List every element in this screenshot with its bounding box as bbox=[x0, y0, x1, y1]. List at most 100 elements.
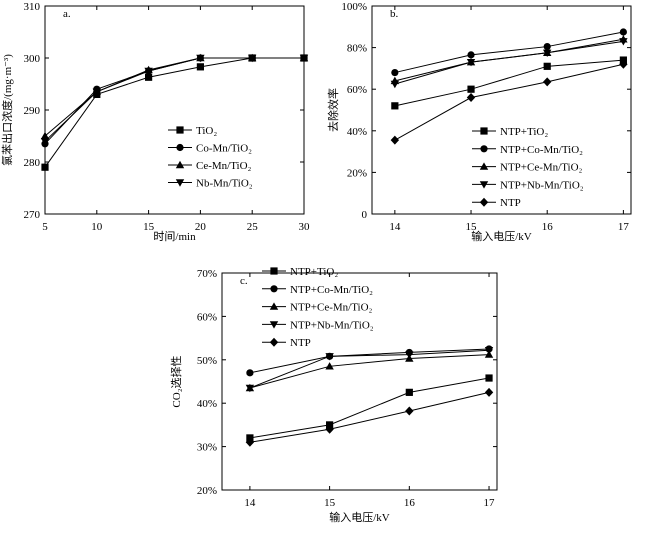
legend-marker bbox=[479, 197, 489, 207]
legend-marker bbox=[176, 143, 184, 152]
y-tick-label: 50% bbox=[197, 355, 217, 367]
data-point bbox=[390, 135, 400, 145]
legend-entry: NTP+Ce-Mn/TiO₂ bbox=[290, 302, 373, 314]
data-point bbox=[145, 73, 153, 81]
series-0 bbox=[41, 54, 308, 171]
y-tick-label: 100% bbox=[341, 1, 367, 13]
series-0 bbox=[391, 56, 627, 110]
data-point bbox=[325, 362, 334, 370]
data-point bbox=[405, 351, 414, 359]
legend-marker bbox=[269, 321, 279, 329]
series-line bbox=[394, 40, 624, 85]
series-line bbox=[249, 377, 490, 439]
x-tick-label: 25 bbox=[247, 221, 259, 233]
legend: TiO₂ Co-Mn/TiO₂ Ce-Mn/TiO₂ Nb-Mn/TiO₂ bbox=[168, 125, 253, 190]
data-point bbox=[543, 62, 551, 70]
legend-entry: NTP+Nb-Mn/TiO₂ bbox=[290, 319, 374, 331]
x-axis-label: 输入电压/kV bbox=[471, 229, 532, 243]
chart-panel-c: c. 20% 30% 40% 50% 60% 70% 14 15 16 17 输入电压/kV CO₂选择… bbox=[169, 266, 498, 524]
data-point bbox=[466, 93, 476, 103]
legend-marker bbox=[480, 145, 488, 153]
data-point bbox=[405, 406, 414, 416]
data-point bbox=[543, 42, 551, 51]
x-tick-label: 17 bbox=[484, 497, 496, 509]
x-tick-label: 16 bbox=[404, 497, 416, 509]
x-tick-label: 20 bbox=[195, 221, 207, 233]
panel-label: b. bbox=[390, 8, 399, 20]
data-point bbox=[484, 347, 494, 355]
data-point bbox=[484, 387, 494, 397]
x-tick-label: 14 bbox=[244, 497, 256, 509]
data-point bbox=[248, 54, 257, 63]
series-1 bbox=[41, 54, 308, 148]
chart-panel-a: a. 270 280 290 300 310 5 10 15 20 25 30 时间/min 氯苯出口浓度… bbox=[0, 1, 310, 243]
y-tick-label: 30% bbox=[197, 442, 217, 454]
series-3 bbox=[390, 38, 628, 89]
y-tick-label: 310 bbox=[24, 1, 41, 13]
data-point bbox=[619, 28, 627, 36]
legend-marker bbox=[270, 285, 278, 293]
series-line bbox=[249, 354, 490, 389]
legend-entry: Co-Mn/TiO₂ bbox=[196, 143, 252, 155]
x-tick-label: 17 bbox=[618, 221, 630, 233]
y-tick-label: 270 bbox=[24, 209, 41, 221]
plot-frame bbox=[371, 5, 632, 215]
series-1 bbox=[391, 28, 627, 77]
data-point bbox=[390, 80, 400, 89]
legend: NTP+TiO₂ NTP+Co-Mn/TiO₂ NTP+Ce-Mn/TiO₂ NTP+… bbox=[262, 266, 374, 349]
series-line bbox=[249, 391, 490, 443]
series-line bbox=[249, 349, 490, 389]
series-line bbox=[44, 57, 304, 142]
x-tick-label: 15 bbox=[324, 497, 336, 509]
data-point bbox=[405, 388, 413, 396]
y-tick-label: 20% bbox=[197, 485, 217, 497]
x-tick-label: 30 bbox=[299, 221, 311, 233]
series-2 bbox=[390, 35, 628, 85]
legend-marker bbox=[479, 181, 489, 189]
y-axis-label: CO₂选择性 bbox=[169, 355, 183, 407]
y-tick-label: 60% bbox=[197, 311, 217, 323]
legend-entry: NTP bbox=[290, 337, 311, 349]
series-0 bbox=[246, 374, 493, 442]
series-4 bbox=[390, 59, 628, 145]
x-axis-label: 输入电压/kV bbox=[329, 510, 390, 524]
y-tick-label: 0 bbox=[362, 209, 368, 221]
y-axis-label: 去除效率 bbox=[326, 88, 340, 132]
x-tick-label: 15 bbox=[466, 221, 478, 233]
series-line bbox=[394, 31, 624, 74]
chart-panel-b: b. 0 20% 40% 60% 80% 100% 14 15 16 17 输入电压/kV 去除效率 NT… bbox=[326, 1, 632, 243]
y-tick-label: 300 bbox=[24, 53, 41, 65]
legend-entry: TiO₂ bbox=[196, 125, 217, 137]
data-point bbox=[144, 67, 153, 76]
data-point bbox=[325, 353, 334, 361]
series-4 bbox=[245, 387, 494, 447]
y-tick-label: 40% bbox=[197, 398, 217, 410]
legend-entry: NTP+Ce-Mn/TiO₂ bbox=[500, 162, 583, 174]
data-point bbox=[92, 88, 101, 96]
data-point bbox=[619, 38, 628, 46]
data-point bbox=[196, 63, 204, 71]
legend-entry: Ce-Mn/TiO₂ bbox=[196, 160, 252, 172]
data-point bbox=[245, 384, 255, 393]
y-tick-label: 40% bbox=[347, 126, 367, 138]
legend-entry: NTP+TiO₂ bbox=[500, 126, 548, 138]
y-tick-label: 290 bbox=[24, 105, 41, 117]
data-point bbox=[467, 85, 475, 93]
series-3 bbox=[245, 347, 494, 393]
y-axis-label: 氯苯出口浓度/(mg·m⁻³) bbox=[0, 54, 14, 166]
legend-marker bbox=[269, 302, 279, 310]
series-line bbox=[249, 348, 490, 374]
y-tick-label: 20% bbox=[347, 167, 367, 179]
series-line bbox=[44, 57, 304, 168]
data-point bbox=[40, 138, 50, 146]
legend-entry: Nb-Mn/TiO₂ bbox=[196, 178, 253, 190]
series-line bbox=[394, 59, 624, 107]
data-point bbox=[619, 59, 628, 69]
x-tick-label: 14 bbox=[389, 221, 401, 233]
legend-marker bbox=[480, 127, 488, 135]
x-tick-label: 15 bbox=[143, 221, 155, 233]
y-tick-label: 70% bbox=[197, 268, 217, 280]
x-tick-label: 5 bbox=[42, 221, 48, 233]
data-point bbox=[196, 54, 205, 63]
